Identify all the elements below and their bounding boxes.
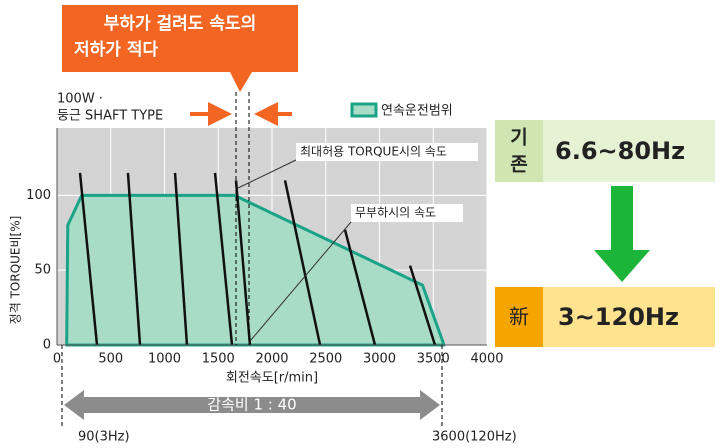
annot-bg [351,204,463,222]
speed-curve [283,180,322,346]
leader [237,159,297,189]
annot-bg [296,143,478,161]
old-value: 6.6~80Hz [555,137,685,165]
speed-curve [234,180,252,346]
x-tick-label: 0 [53,352,61,367]
range-label: 감속비 1 : 40 [207,396,296,414]
x-tick-label: 1500 [202,352,235,367]
range-end: 3600(120Hz) [432,430,517,445]
new-tag-bg [495,287,543,347]
model-text: 100W · [57,92,103,107]
x-tick-label: 500 [98,352,123,367]
x-tick-label: 3000 [363,352,396,367]
y-tick-label: 50 [34,263,51,278]
x-tick-label: 2000 [255,352,288,367]
x-tick-label: 1000 [148,352,181,367]
new-tag: 新 [509,305,529,329]
speed-curve [78,172,99,346]
old-tag-bg [495,120,543,182]
annotation: 최대허용 TORQUE시의 속도 [300,145,447,159]
down-arrow [594,186,650,282]
callout-box [62,5,298,92]
model-text: 둥근 SHAFT TYPE [57,109,163,124]
legend-text: 연속운전범위 [381,104,453,119]
speed-curve [343,229,377,346]
range-start: 90(3Hz) [78,430,130,445]
speed-curve [213,172,234,346]
speed-curve [126,172,142,346]
y-tick-label: 100 [26,188,51,203]
old-tag: 존 [510,154,527,176]
x-tick-label: 4000 [470,352,503,367]
callout-text: 저하가 적다 [74,40,158,60]
x-tick-label: 3500 [417,352,450,367]
old-tag: 기 [510,127,527,149]
speed-curve [408,265,437,346]
y-tick-label: 0 [43,338,51,353]
legend-swatch [350,102,378,118]
annotation: 무부하시의 속도 [355,206,436,220]
new-value: 3~120Hz [558,303,679,331]
callout-text: 부하가 걸려도 속도의 [104,14,257,34]
range-arrow [64,390,440,420]
leader [250,221,352,341]
x-label: 회전속도[r/min] [226,371,318,386]
speed-curve [173,172,189,346]
x-tick-label: 2500 [309,352,342,367]
y-label: 정격 TORQUE비[%] [9,216,23,325]
